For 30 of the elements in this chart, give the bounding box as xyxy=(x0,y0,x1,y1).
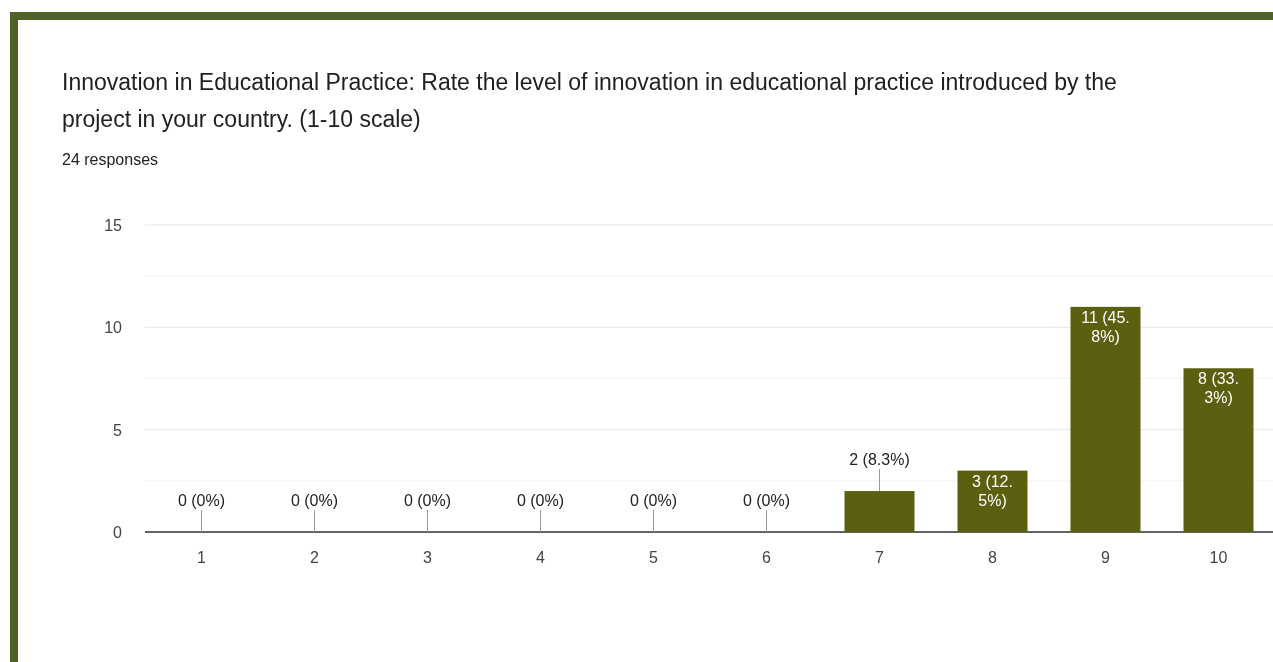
data-label: 8 (33.3%) xyxy=(1198,370,1239,407)
data-label: 2 (8.3%) xyxy=(849,451,910,469)
data-label: 11 (45.8%) xyxy=(1081,308,1130,345)
x-tick-label: 3 xyxy=(423,549,433,566)
data-label: 0 (0%) xyxy=(290,492,339,509)
bar xyxy=(1183,368,1254,532)
data-label: 0 (0%) xyxy=(742,492,791,509)
x-tick-label: 10 xyxy=(1209,549,1228,566)
data-label: 0 (0%) xyxy=(629,492,678,509)
x-tick-label: 7 xyxy=(875,549,885,566)
data-label: 0 (0%) xyxy=(516,492,565,509)
x-tick-label: 6 xyxy=(762,549,772,566)
y-tick-label: 0 xyxy=(113,524,123,541)
data-label: 0 (0%) xyxy=(177,492,226,509)
x-tick-label: 5 xyxy=(649,549,659,566)
x-tick-label: 2 xyxy=(310,549,320,566)
x-tick-label: 9 xyxy=(1101,549,1111,566)
data-label: 3 (12.5%) xyxy=(972,472,1013,509)
bar xyxy=(957,470,1028,532)
bar xyxy=(844,491,915,532)
y-tick-label: 5 xyxy=(113,421,123,439)
y-tick-label: 15 xyxy=(104,217,123,234)
chart-title: Innovation in Educational Practice: Rate the level of innovation in educational practice introduced by the project in your country. (1-10 scale) xyxy=(62,69,1117,132)
bar xyxy=(1070,306,1141,532)
x-tick-label: 1 xyxy=(197,549,207,566)
x-tick-label: 4 xyxy=(536,549,546,566)
y-tick-label: 10 xyxy=(104,319,123,337)
data-label: 0 (0%) xyxy=(403,492,452,509)
x-tick-label: 8 xyxy=(988,549,998,566)
chart-subtitle: 24 responses xyxy=(62,151,159,168)
